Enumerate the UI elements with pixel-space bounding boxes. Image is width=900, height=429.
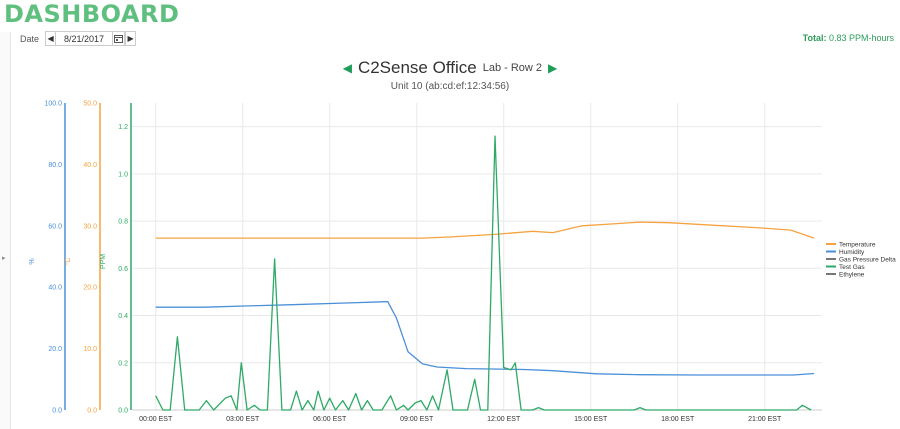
ppm-tick-label: 1.2 [118, 124, 128, 131]
x-tick-label: 06:00 EST [313, 416, 347, 423]
date-label: Date [20, 33, 40, 44]
next-date-button[interactable]: ▶ [125, 31, 137, 46]
humidity-axis-title: % [29, 258, 36, 264]
site-name: C2Sense Office [357, 58, 477, 77]
calendar-button[interactable] [112, 31, 126, 46]
humidity-tick-label: 20.0 [48, 346, 62, 353]
humidity-tick-label: 80.0 [48, 162, 62, 169]
temperature-tick-label: 10.0 [83, 346, 97, 353]
ppm-axis-title: PPM [100, 254, 107, 269]
page-title: DASHBOARD [4, 0, 180, 28]
total-readout: Total: 0.83 PPM-hours [803, 33, 894, 43]
legend-item: Test Gas [839, 264, 865, 271]
ppm-tick-label: 0.8 [118, 219, 128, 226]
ppm-tick-label: 0.2 [118, 360, 128, 367]
temperature-tick-label: 40.0 [83, 162, 97, 169]
x-tick-label: 09:00 EST [400, 416, 434, 423]
temperature-axis-title: °C [64, 258, 72, 266]
humidity-tick-label: 40.0 [48, 285, 62, 292]
humidity-tick-label: 0.0 [52, 408, 62, 415]
calendar-icon [114, 35, 124, 43]
ppm-tick-label: 0.6 [118, 266, 128, 273]
legend-item: Humidity [839, 249, 865, 256]
date-input[interactable]: 8/21/2017 [56, 31, 113, 46]
total-label: Total: [802, 33, 827, 43]
previous-date-button[interactable]: ◀ [45, 31, 57, 46]
previous-unit-arrow-icon[interactable]: ◀ [342, 61, 352, 75]
temperature-tick-label: 30.0 [83, 223, 97, 230]
x-tick-label: 00:00 EST [139, 416, 173, 423]
temperature-tick-label: 20.0 [83, 285, 97, 292]
humidity-tick-label: 60.0 [48, 223, 62, 230]
ppm-tick-label: 0.4 [118, 313, 128, 320]
ppm-tick-label: 0.0 [118, 408, 128, 415]
site-location: Lab - Row 2 [482, 62, 543, 74]
series-humidity [155, 300, 815, 376]
chart-header: ◀ C2Sense Office Lab - Row 2 ▶ Unit 10 (… [0, 58, 900, 92]
caret-right-icon: ▶ [127, 34, 134, 43]
unit-identifier: Unit 10 (ab:cd:ef:12:34:56) [390, 81, 510, 92]
humidity-tick-label: 100.0 [44, 101, 62, 108]
x-tick-label: 15:00 EST [574, 416, 608, 423]
expand-sidebar-icon[interactable]: ▸ [2, 255, 6, 262]
date-picker: Date ◀ 8/21/2017 ▶ [20, 31, 137, 46]
ppm-tick-label: 1.0 [118, 171, 128, 178]
series-temperature [155, 221, 815, 239]
next-unit-arrow-icon[interactable]: ▶ [548, 61, 558, 75]
legend-item: Ethylene [839, 271, 865, 278]
x-tick-label: 12:00 EST [487, 416, 521, 423]
x-tick-label: 18:00 EST [661, 416, 695, 423]
temperature-tick-label: 50.0 [83, 101, 97, 108]
caret-left-icon: ◀ [47, 34, 54, 43]
x-tick-label: 21:00 EST [748, 416, 782, 423]
sidebar-collapsed-rail[interactable]: ▸ [0, 32, 11, 429]
series-test-gas [155, 135, 812, 411]
legend-item: Gas Pressure Delta [839, 256, 896, 263]
total-value: 0.83 PPM-hours [828, 33, 894, 43]
temperature-tick-label: 0.0 [87, 408, 97, 415]
x-tick-label: 03:00 EST [226, 416, 260, 423]
legend-item: Temperature [839, 241, 876, 248]
